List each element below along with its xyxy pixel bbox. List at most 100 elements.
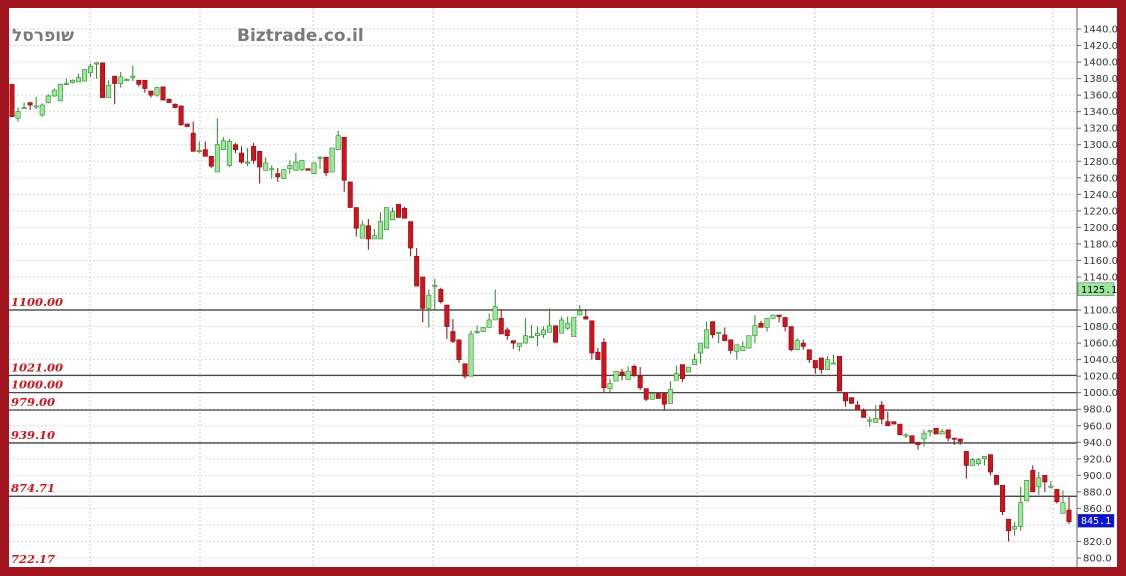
price-tick-label: 1300.0 (1083, 140, 1118, 151)
candle-body (981, 456, 987, 460)
candle (637, 367, 643, 391)
price-tick-label: 1160.0 (1083, 256, 1118, 267)
candle (39, 103, 45, 117)
candle (317, 156, 323, 169)
candle (528, 324, 534, 339)
price-marker-box (1077, 282, 1115, 297)
candle (547, 308, 553, 333)
candle-body (245, 161, 251, 164)
candle (474, 325, 480, 335)
candle-body (468, 333, 474, 377)
candle (1060, 490, 1066, 514)
candle-body (891, 421, 897, 425)
candle (329, 147, 335, 173)
candle-body (975, 459, 981, 465)
candle-body (728, 339, 734, 351)
candle-body (504, 329, 510, 336)
candle-body (396, 203, 402, 218)
candle-body (534, 332, 540, 336)
price-tick-label: 1140.0 (1083, 272, 1118, 283)
candle-body (438, 289, 444, 303)
candle-body (251, 146, 257, 161)
candle-body (1060, 502, 1066, 514)
candle (685, 366, 691, 373)
candle-body (281, 169, 287, 179)
price-marker-box (1077, 513, 1115, 528)
candle (619, 368, 625, 381)
candle-body (583, 316, 589, 320)
candle (915, 441, 921, 450)
candle-body (788, 326, 794, 351)
candle-body (1030, 470, 1036, 493)
candle-body (486, 319, 492, 328)
candle (607, 378, 613, 393)
candle-body (15, 111, 21, 119)
candle (287, 160, 293, 174)
candle-body (293, 161, 299, 171)
candle (426, 289, 432, 328)
candle (1036, 472, 1042, 496)
candle (957, 438, 963, 445)
candle (861, 408, 867, 418)
candle (764, 317, 770, 332)
candle-body (698, 342, 704, 354)
candle (112, 75, 118, 105)
candle-body (118, 76, 124, 84)
candle-body (994, 475, 1000, 485)
price-tick-label: 800.0 (1083, 554, 1112, 565)
candle-body (299, 160, 305, 170)
candle-body (1054, 489, 1060, 503)
candle-body (450, 331, 456, 342)
candle-body (625, 370, 631, 380)
candle (770, 314, 776, 319)
candle (667, 381, 673, 404)
candle-body (220, 140, 226, 150)
candle (879, 400, 885, 425)
candle-body (178, 105, 184, 126)
candle-body (75, 77, 81, 83)
candle-body (963, 451, 969, 466)
candle-body (770, 314, 776, 319)
candle-body (492, 306, 498, 321)
candle (335, 130, 341, 150)
level-label: 1100.00 (11, 295, 63, 309)
candle (498, 309, 504, 335)
candle-body (359, 224, 365, 239)
candle (577, 305, 583, 316)
candle-body (746, 335, 752, 349)
candle-body (444, 304, 450, 327)
candle (812, 360, 818, 374)
candle-body (257, 151, 263, 168)
candle (142, 79, 148, 93)
candle-body (522, 335, 528, 344)
price-tick-label: 940.0 (1083, 438, 1112, 449)
candle (933, 427, 939, 435)
candle (855, 400, 861, 411)
candle-body (661, 393, 667, 405)
candle-body (21, 107, 27, 110)
candle (909, 435, 915, 443)
candle-body (353, 207, 359, 229)
candle (390, 207, 396, 221)
candle (220, 137, 226, 150)
candle-body (957, 438, 963, 442)
candle-body (341, 136, 347, 181)
candle (154, 86, 160, 97)
price-tick-label: 980.0 (1083, 405, 1112, 416)
candle (963, 451, 969, 479)
level-label: 979.00 (11, 395, 55, 409)
candle-body (812, 360, 818, 369)
chart-background (9, 8, 1117, 567)
price-tick-label: 1180.0 (1083, 239, 1118, 250)
candle (806, 349, 812, 363)
candle-body (33, 105, 39, 108)
candle (613, 370, 619, 382)
candle (456, 339, 462, 363)
candle-body (100, 62, 106, 98)
candle (553, 325, 559, 343)
candle (903, 433, 909, 439)
candle-body (752, 325, 758, 336)
candle (257, 151, 263, 184)
candle (1000, 484, 1006, 516)
